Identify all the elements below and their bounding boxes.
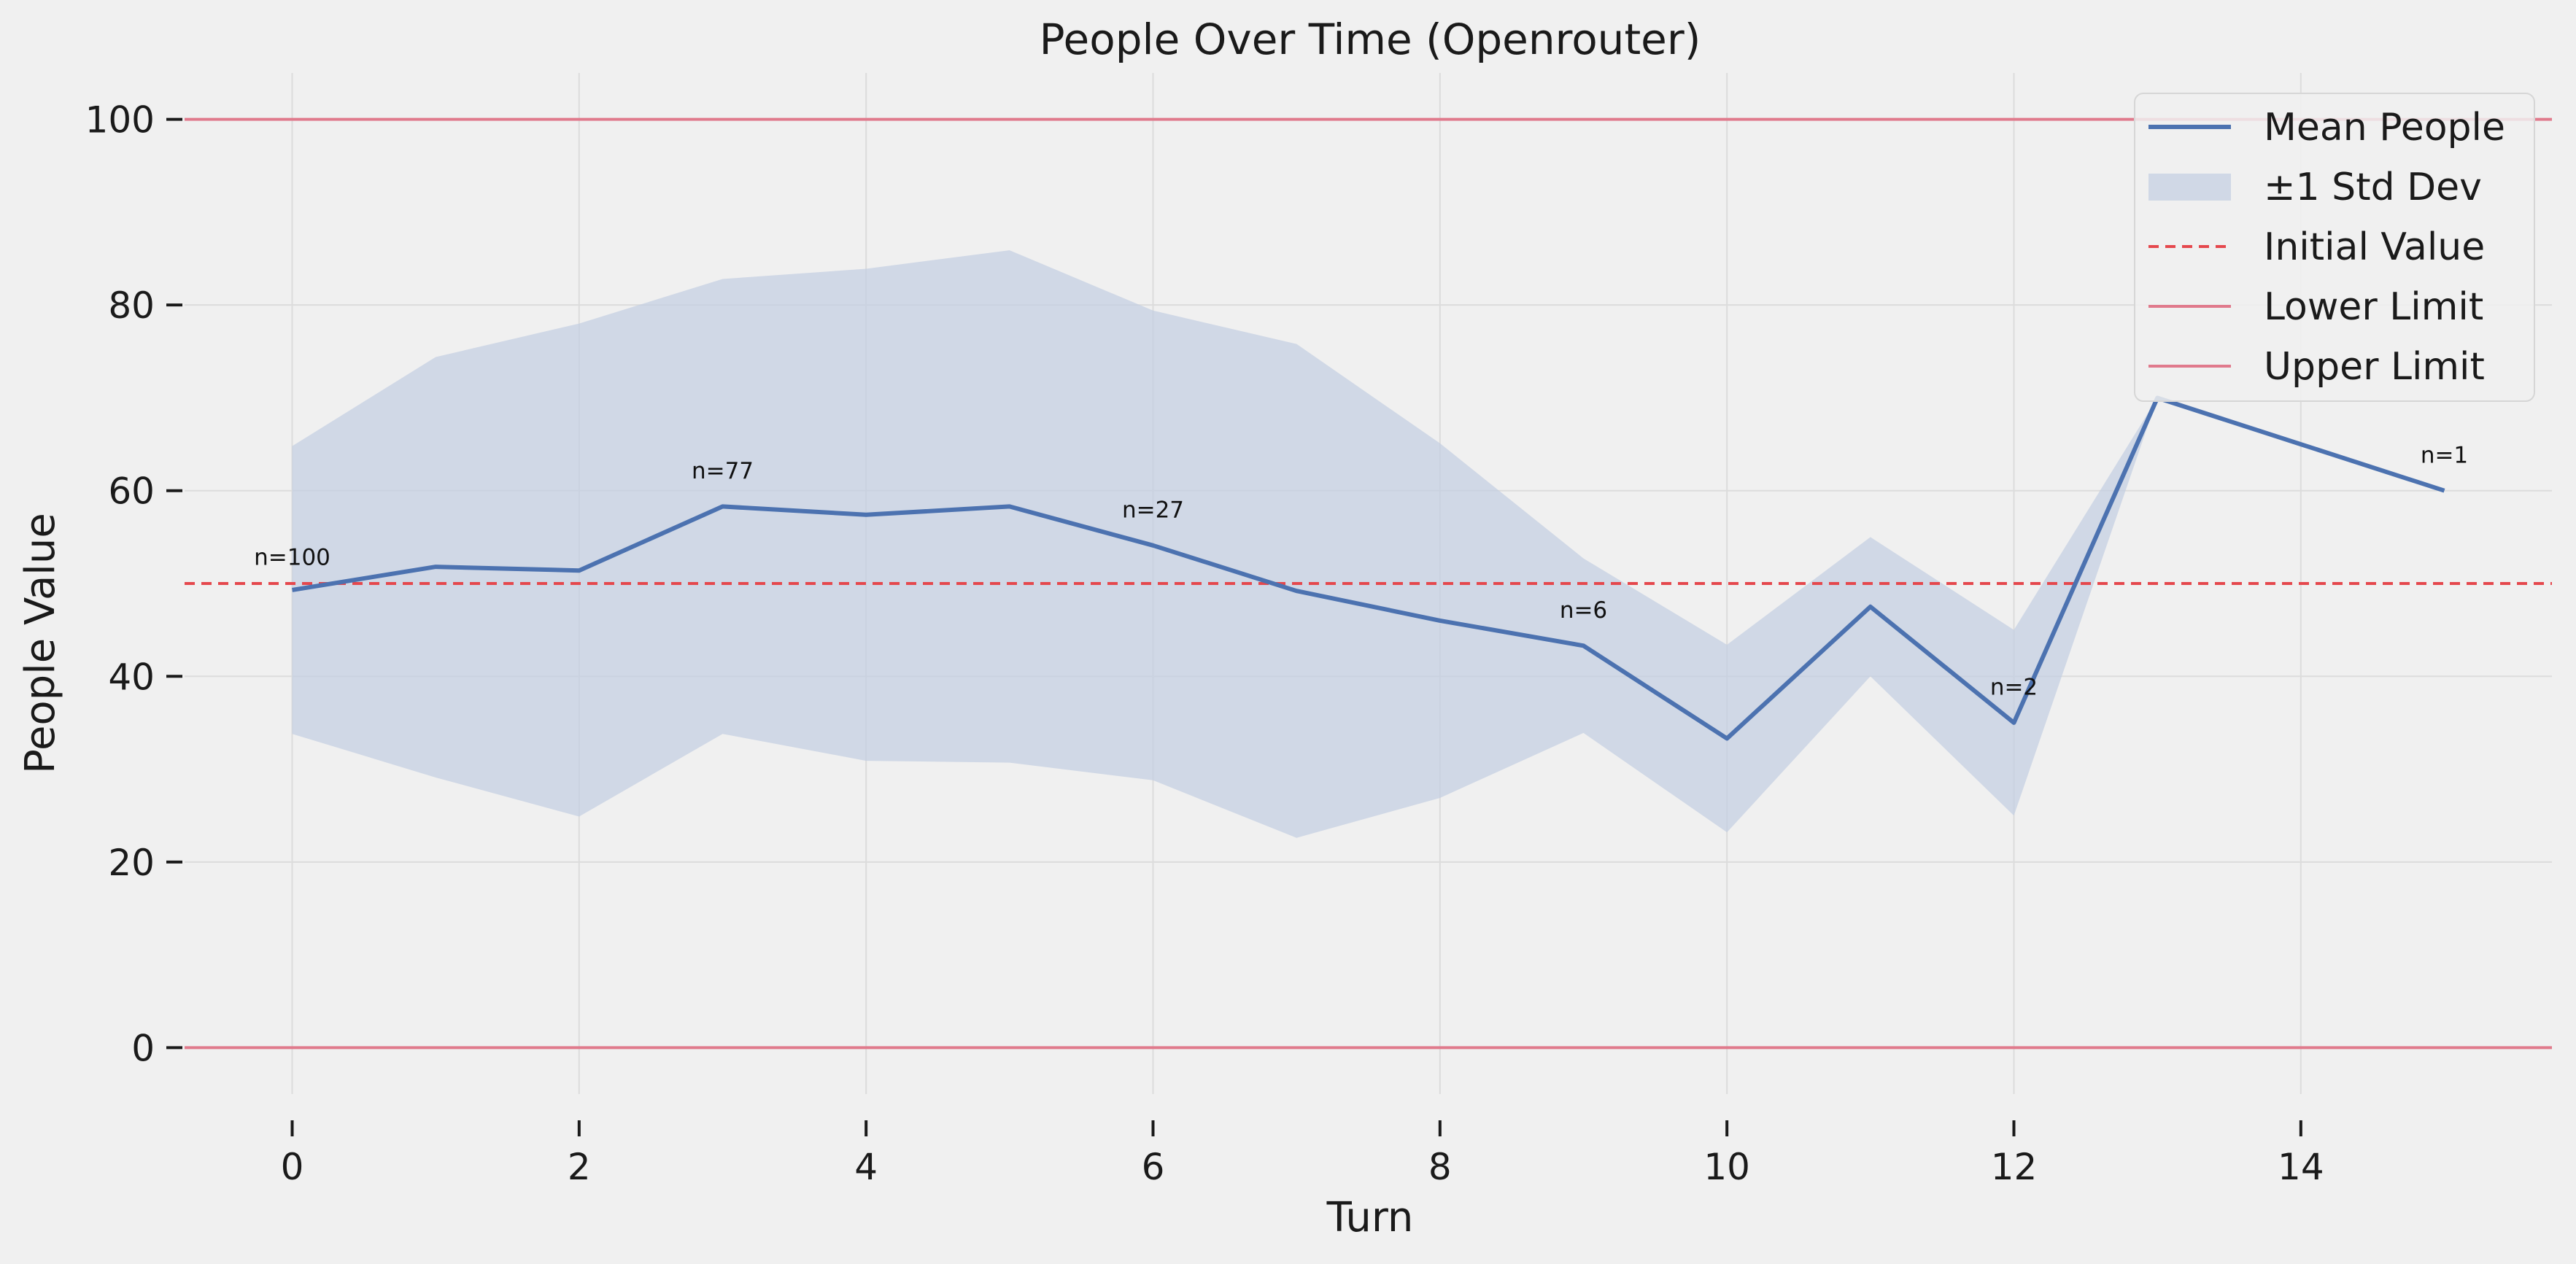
legend-box [2134, 93, 2535, 402]
sample-size-annotations: n=100 n=77 n=27 n=6 n=2 n=1 [254, 443, 2468, 701]
y-tick-label: 40 [108, 656, 155, 698]
x-tick-label: 0 [281, 1146, 304, 1188]
legend-label-initial-value: Initial Value [2264, 225, 2485, 269]
x-tick-label: 12 [1991, 1146, 2038, 1188]
y-axis-ticks: 0 20 40 60 80 100 [85, 99, 182, 1069]
sample-size-label: n=6 [1560, 597, 1607, 624]
sample-size-label: n=2 [1990, 675, 2038, 701]
mean-line-group [292, 395, 2445, 741]
legend-label-upper-limit: Upper Limit [2264, 345, 2485, 389]
x-tick-label: 8 [1428, 1146, 1452, 1188]
x-tick-label: 6 [1142, 1146, 1165, 1188]
chart-title: People Over Time (Openrouter) [1040, 15, 1701, 64]
std-dev-band-group [292, 250, 2445, 838]
x-tick-label: 4 [854, 1146, 878, 1188]
x-axis-ticks: 0 2 4 6 8 10 12 14 [281, 1120, 2324, 1188]
legend: Mean People ±1 Std Dev Initial Value Lower … [2134, 93, 2535, 402]
y-tick-label: 80 [108, 284, 155, 327]
x-tick-label: 14 [2278, 1146, 2324, 1188]
x-axis-title: Turn [1326, 1194, 1414, 1241]
y-tick-label: 20 [108, 842, 155, 884]
legend-label-mean-people: Mean People [2264, 106, 2505, 150]
legend-label--1-std-dev: ±1 Std Dev [2264, 166, 2482, 209]
y-tick-label: 0 [131, 1027, 155, 1069]
y-tick-label: 60 [108, 470, 155, 513]
y-tick-label: 100 [85, 99, 155, 141]
y-axis-title: People Value [17, 513, 64, 774]
x-tick-label: 10 [1703, 1146, 1750, 1188]
sample-size-label: n=27 [1122, 497, 1184, 524]
x-tick-label: 2 [568, 1146, 591, 1188]
mean-people-line [292, 395, 2445, 741]
sample-size-label: n=1 [2421, 443, 2468, 469]
legend-label-lower-limit: Lower Limit [2264, 285, 2483, 329]
sample-size-label: n=100 [254, 545, 330, 571]
std-dev-band [292, 250, 2445, 838]
sample-size-label: n=77 [692, 458, 754, 484]
legend-swatch--1-std-dev [2148, 174, 2231, 201]
